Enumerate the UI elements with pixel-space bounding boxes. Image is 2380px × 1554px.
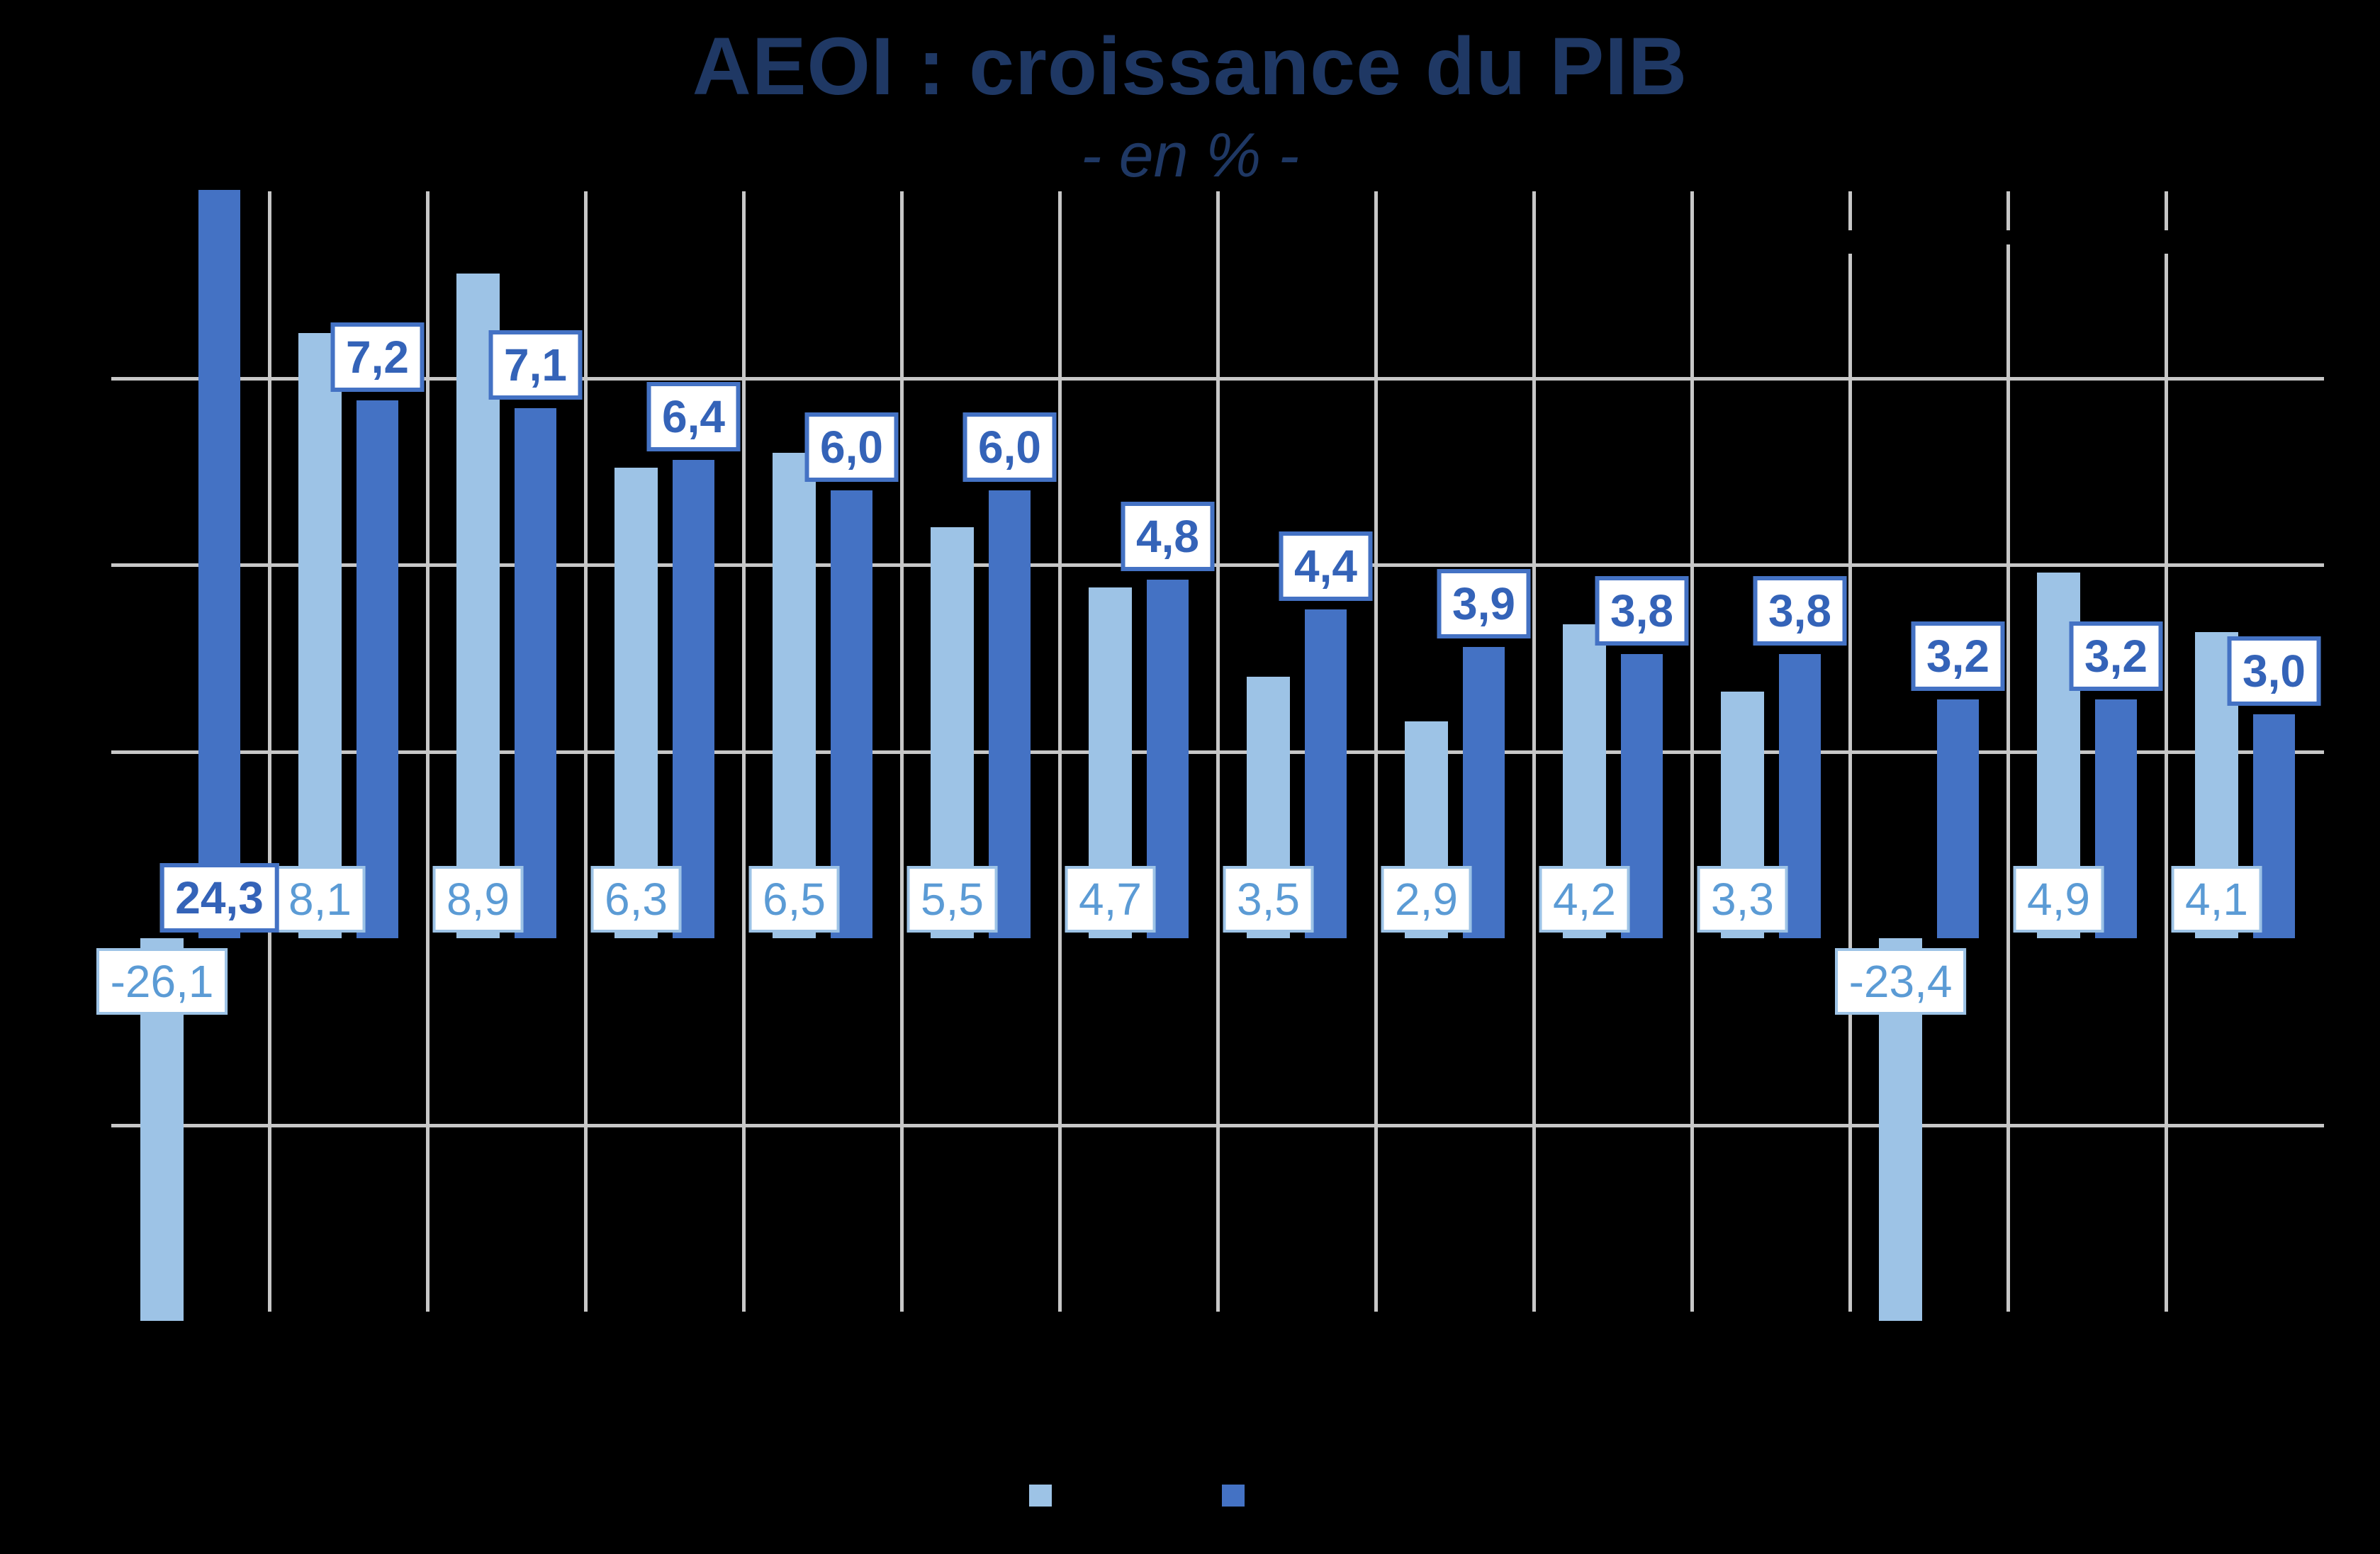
data-label-light-12: -23,4 [1834, 948, 1967, 1015]
bar-dark-2 [357, 400, 398, 938]
bar-dark-12 [1937, 699, 1979, 938]
bar-dark-6 [989, 490, 1031, 938]
data-label-light-10: 4,2 [1539, 866, 1630, 933]
bar-dark-5 [831, 490, 872, 938]
horizontal-gridline [111, 1123, 2324, 1127]
bar-light-5 [773, 452, 816, 938]
data-label-dark-4: 6,4 [646, 382, 741, 452]
bar-dark-3 [515, 407, 556, 938]
chart-title: AEOI : croissance du PIB [692, 21, 1688, 112]
data-label-light-7: 4,7 [1065, 866, 1156, 933]
bar-light-2 [298, 333, 342, 938]
gridline-gap-artifact [1839, 230, 1860, 254]
data-label-light-6: 5,5 [906, 866, 998, 933]
data-label-dark-1: 24,3 [159, 863, 279, 933]
horizontal-gridline [111, 563, 2324, 567]
data-label-dark-7: 4,8 [1121, 502, 1215, 572]
legend-swatch-dark [1222, 1485, 1245, 1507]
horizontal-gridline [111, 750, 2324, 754]
data-label-dark-2: 7,2 [330, 322, 425, 393]
data-label-light-8: 3,5 [1223, 866, 1314, 933]
gridline-gap-artifact [1997, 230, 2018, 244]
data-label-light-5: 6,5 [748, 866, 840, 933]
horizontal-gridline [111, 376, 2324, 381]
data-label-light-9: 2,9 [1381, 866, 1472, 933]
data-label-dark-9: 3,9 [1437, 568, 1531, 638]
data-label-light-4: 6,3 [590, 866, 682, 933]
data-label-dark-10: 3,8 [1595, 576, 1689, 646]
legend-swatch-light [1029, 1485, 1052, 1507]
data-label-dark-12: 3,2 [1911, 621, 2005, 691]
data-label-light-1: -26,1 [96, 948, 228, 1015]
data-label-dark-6: 6,0 [962, 412, 1057, 482]
data-label-dark-14: 3,0 [2227, 636, 2321, 706]
bar-light-4 [614, 467, 658, 938]
data-label-light-14: 4,1 [2171, 866, 2262, 933]
data-label-light-13: 4,9 [2013, 866, 2104, 933]
data-label-dark-11: 3,8 [1753, 576, 1847, 646]
data-label-light-2: 8,1 [274, 866, 366, 933]
data-label-light-3: 8,9 [432, 866, 524, 933]
data-label-light-11: 3,3 [1697, 866, 1788, 933]
data-label-dark-13: 3,2 [2069, 621, 2163, 691]
chart-subtitle: - en % - [1080, 120, 1300, 190]
data-label-dark-5: 6,0 [804, 412, 899, 482]
gridline-gap-artifact [2155, 230, 2176, 254]
bar-dark-1 [198, 190, 240, 938]
bar-dark-4 [673, 460, 714, 938]
data-label-dark-8: 4,4 [1279, 531, 1373, 602]
data-label-dark-3: 7,1 [488, 330, 583, 400]
